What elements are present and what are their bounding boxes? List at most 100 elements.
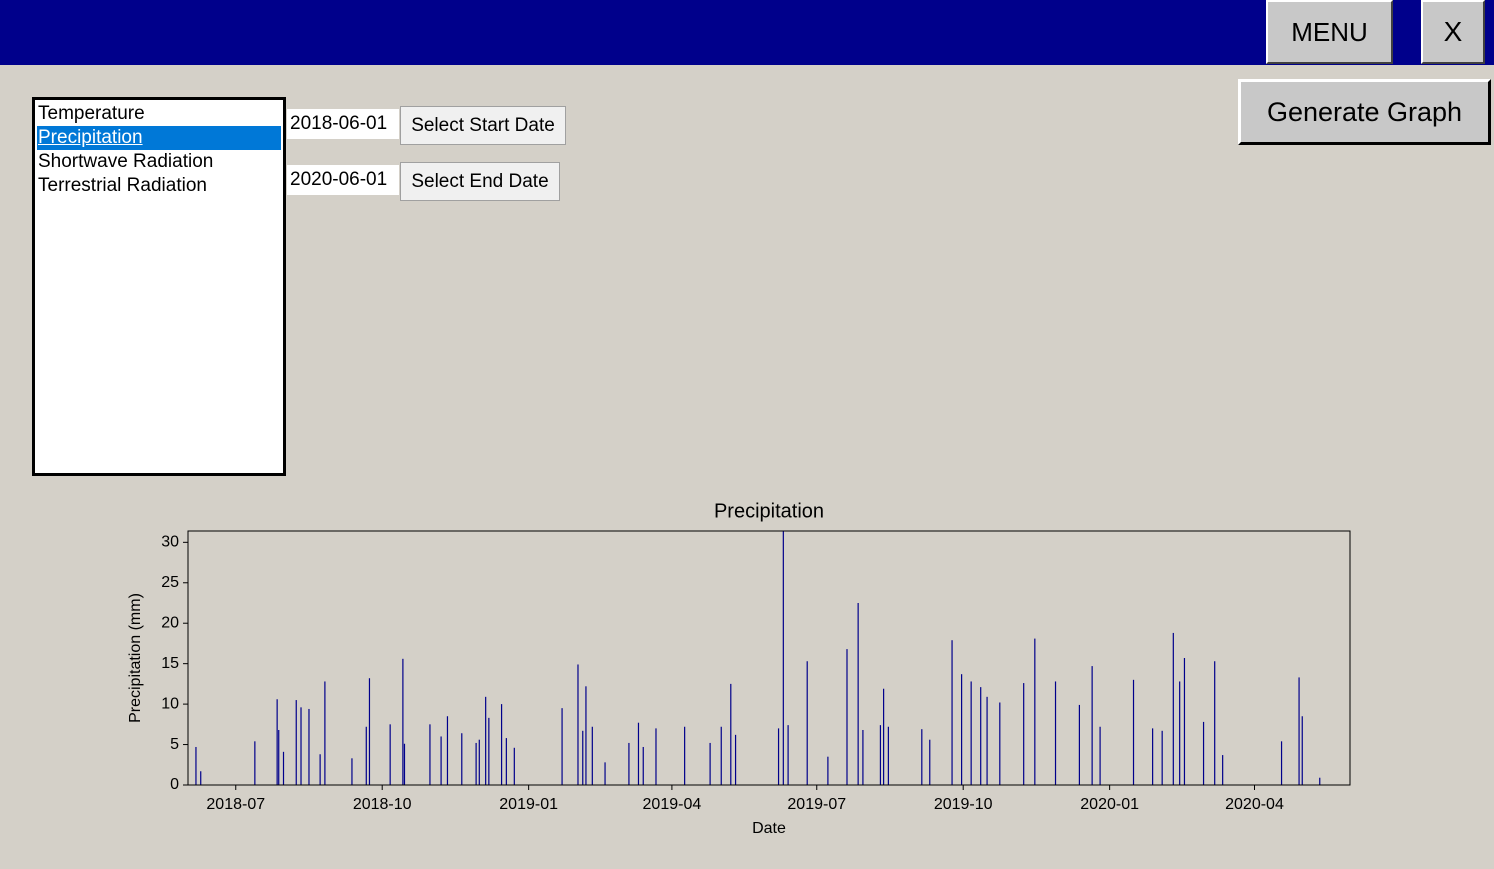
bar [734,734,737,785]
y-axis-label: Precipitation (mm) [127,593,144,723]
bar [1222,755,1224,785]
bar [709,742,711,785]
bar [782,531,784,785]
y-tick-label: 10 [161,695,179,712]
bar [1078,704,1080,785]
plot-frame [187,530,1351,786]
bar [1319,777,1321,785]
bar [582,730,584,785]
bar [308,708,310,785]
bar [637,722,640,785]
x-tick-label: 2019-01 [499,796,558,813]
bar [365,726,367,785]
bar [1099,726,1101,785]
start-date-button[interactable]: Select Start Date [400,106,566,145]
bar [961,674,963,785]
bar [351,758,353,785]
x-tick-label: 2018-10 [353,796,412,813]
bar [324,681,326,785]
bar [319,754,321,785]
title-bar [0,0,1494,65]
bar [478,739,480,785]
bar [195,746,197,785]
bar [429,724,431,785]
bar [368,678,371,785]
bar [1091,666,1093,785]
y-tick-label: 25 [161,574,179,591]
bar [505,738,507,785]
bar [999,702,1001,785]
y-tick-label: 0 [170,776,179,793]
bar [591,726,593,785]
chart-title: Precipitation [714,500,824,522]
bar [1054,681,1057,785]
bar [513,747,515,785]
bar [642,746,644,785]
bar [389,724,391,785]
bar [1161,730,1163,785]
bar [440,736,442,785]
x-axis-label: Date [752,820,786,837]
y-tick-label: 5 [170,736,179,753]
bar [879,725,882,785]
bar [857,602,859,785]
generate-button[interactable]: Generate Graph [1238,79,1491,145]
end-date-button[interactable]: Select End Date [400,162,560,201]
bar [300,707,302,785]
list-item[interactable]: Precipitation [37,126,281,150]
x-tick-label: 2019-10 [934,796,993,813]
y-tick-label: 20 [161,614,179,631]
bar [254,741,256,785]
bar [276,699,278,785]
bar [980,687,982,785]
list-item[interactable]: Shortwave Radiation [38,151,214,172]
bar [929,739,931,785]
bar [278,729,280,785]
bar [846,649,848,785]
bar [485,696,487,785]
bar [887,726,889,785]
bar [200,771,202,785]
bar [730,683,732,785]
bar [628,742,630,785]
bar [1301,716,1303,785]
y-tick-label: 15 [161,655,179,672]
bar [1298,677,1300,785]
bar [777,728,780,785]
list-item[interactable]: Temperature [38,103,145,124]
bar [827,756,829,785]
bar [1152,728,1154,785]
bar [684,726,686,785]
bar [500,704,503,785]
bar [1023,683,1025,785]
bar [604,762,606,785]
bar [1132,679,1135,785]
bar [402,658,404,785]
x-tick-label: 2019-07 [787,796,846,813]
bar [461,733,463,785]
end-date: 2020-06-01 [287,165,399,195]
bar [720,726,722,785]
x-tick-label: 2020-04 [1225,796,1284,813]
bar [986,696,988,785]
bar [1280,741,1283,785]
bar [883,688,885,785]
bar [403,743,406,785]
bar [282,751,285,785]
bar [1183,658,1186,785]
bar [561,708,563,785]
bar [577,664,579,785]
bar [488,717,490,785]
bar [1034,638,1036,785]
menu-button[interactable]: MENU [1266,0,1393,64]
bar [787,725,789,785]
variable-list[interactable]: Temperature Precipitation Shortwave Radiat… [32,97,286,476]
list-item[interactable]: Terrestrial Radiation [38,175,207,196]
bar [921,729,923,785]
bar [970,681,972,785]
close-button[interactable]: X [1421,0,1485,64]
bar [295,700,297,785]
bar [446,716,449,785]
x-tick-label: 2019-04 [643,796,702,813]
